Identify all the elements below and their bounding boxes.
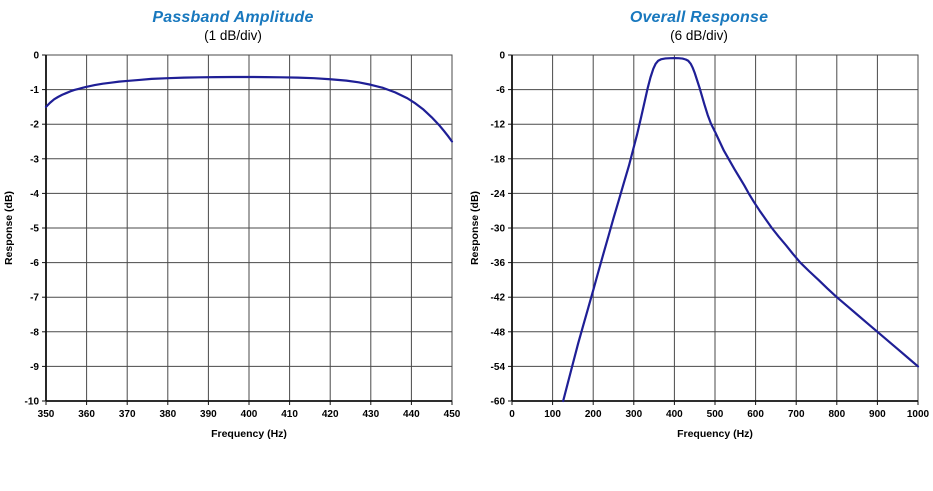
y-tick-label: -54	[491, 362, 506, 373]
y-tick-label: -6	[496, 85, 505, 96]
overall-response-plot: 0 100 200 300 400 500 600 700 800 900 1000 0 -6 -12 -1…	[469, 51, 930, 441]
passband-amplitude-plot: 350 360 370 380 390 400 410 420 430 440 450 0 -1 -2 -3…	[3, 51, 461, 441]
y-tick-label: -18	[491, 154, 506, 165]
passband-response-curve	[44, 75, 454, 143]
x-tick-label: 360	[78, 409, 95, 420]
y-tick-label: -48	[491, 327, 506, 338]
y-tick-label: -1	[30, 85, 39, 96]
y-tick-label: -8	[30, 327, 39, 338]
passband-amplitude-figure: Passband Amplitude (1 dB/div) 350 360 370 3…	[0, 8, 466, 491]
x-tick-label: 430	[362, 409, 379, 420]
overall-chart-title: Overall Response	[629, 9, 769, 26]
passband-chart-title: Passband Amplitude	[152, 9, 314, 26]
x-tick-label: 200	[585, 409, 602, 420]
passband-chart-subtitle: (1 dB/div)	[204, 28, 262, 43]
y-tick-label: -24	[491, 189, 506, 200]
y-tick-label: 0	[33, 51, 39, 62]
overall-chart-subtitle: (6 dB/div)	[670, 28, 728, 43]
x-tick-label: 100	[544, 409, 561, 420]
x-tick-label: 420	[322, 409, 339, 420]
x-tick-label: 350	[38, 409, 55, 420]
y-tick-label: -2	[30, 120, 39, 131]
y-tick-label: -6	[30, 258, 39, 269]
y-tick-label: -3	[30, 154, 39, 165]
x-tick-label: 500	[707, 409, 724, 420]
x-tick-label: 400	[666, 409, 683, 420]
x-tick-label: 700	[788, 409, 805, 420]
y-tick-label: -9	[30, 362, 39, 373]
x-tick-label: 390	[200, 409, 217, 420]
y-tick-label: -36	[491, 258, 506, 269]
y-tick-label: -7	[30, 293, 39, 304]
x-tick-label: 0	[509, 409, 515, 420]
overall-response-curve	[562, 56, 920, 403]
y-tick-label: -60	[491, 397, 506, 408]
x-axis-title: Frequency (Hz)	[211, 428, 287, 440]
x-tick-label: 450	[444, 409, 461, 420]
overall-response-figure: Overall Response (6 dB/div) 0 100 200 300 40…	[466, 8, 932, 491]
x-tick-label: 1000	[907, 409, 930, 420]
x-tick-label: 900	[869, 409, 886, 420]
y-tick-label: -10	[25, 397, 40, 408]
y-axis-title: Response (dB)	[3, 191, 15, 265]
x-axis-title: Frequency (Hz)	[677, 428, 753, 440]
x-tick-label: 410	[281, 409, 298, 420]
x-tick-label: 300	[625, 409, 642, 420]
x-tick-label: 400	[241, 409, 258, 420]
y-tick-label: 0	[499, 51, 505, 62]
y-tick-label: -4	[30, 189, 39, 200]
x-tick-label: 380	[159, 409, 176, 420]
y-tick-label: -5	[30, 224, 39, 235]
y-tick-label: -42	[491, 293, 506, 304]
y-tick-label: -12	[491, 120, 506, 131]
y-tick-label: -30	[491, 224, 506, 235]
x-tick-label: 370	[119, 409, 136, 420]
x-tick-label: 440	[403, 409, 420, 420]
x-tick-label: 600	[747, 409, 764, 420]
x-tick-label: 800	[828, 409, 845, 420]
y-axis-title: Response (dB)	[469, 191, 481, 265]
